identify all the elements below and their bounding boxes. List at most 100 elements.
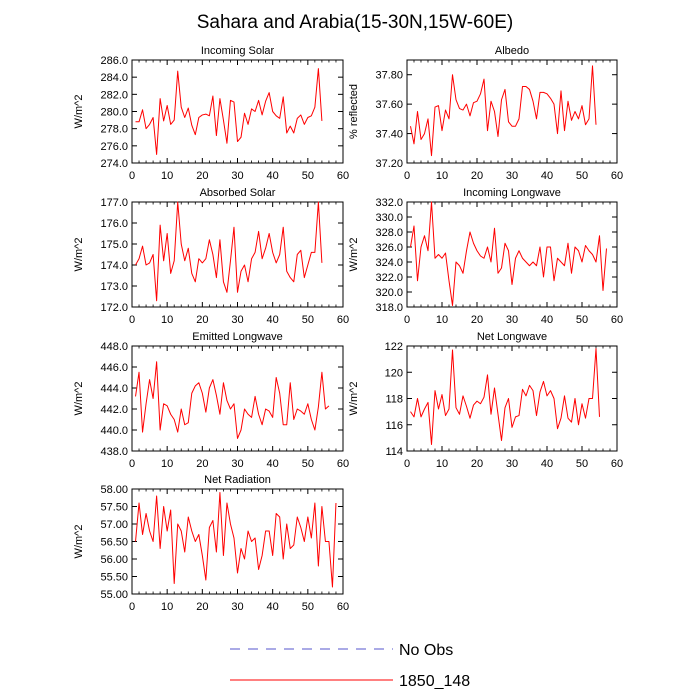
x-tick-label: 60 (337, 601, 349, 613)
plot-frame (406, 59, 618, 164)
y-tick-label: 176.0 (100, 218, 128, 230)
y-tick-label: 173.0 (100, 281, 128, 293)
x-tick-label: 0 (129, 458, 135, 470)
panel-incoming-longwave: Incoming Longwave W/m^2 0 10 20 30 40 50 60 318.0… (348, 187, 623, 326)
y-tick-label: 55.50 (100, 572, 128, 584)
y-axis-label: W/m^2 (73, 95, 85, 129)
y-tick-label: 276.0 (100, 141, 128, 153)
y-tick-label: 177.0 (100, 197, 128, 209)
panel-title: Absorbed Solar (200, 187, 276, 199)
x-tick-label: 20 (196, 458, 208, 470)
y-tick-label: 274.0 (100, 158, 128, 170)
x-tick-label: 50 (302, 601, 314, 613)
y-axis-label: W/m^2 (73, 382, 85, 416)
panel-title: Net Radiation (204, 474, 271, 486)
y-axis-label: % reflected (348, 84, 360, 139)
x-tick-label: 50 (576, 314, 588, 326)
x-tick-label: 0 (129, 601, 135, 613)
panel-title: Net Longwave (477, 331, 547, 343)
y-axis-label: W/m^2 (348, 382, 360, 416)
y-tick-label: 122 (385, 341, 403, 353)
x-tick-label: 60 (611, 314, 623, 326)
panel-absorbed-solar: Absorbed Solar W/m^2 0 10 20 30 40 50 60 172.0 173… (73, 187, 349, 326)
x-tick-label: 0 (404, 314, 410, 326)
panel-albedo: Albedo % reflected 0 10 20 30 40 50 60 37.20 37.40… (348, 45, 623, 182)
y-tick-label: 37.20 (375, 158, 403, 170)
panels: Incoming Solar W/m^2 0 10 20 30 40 50 60 274.0 276… (73, 45, 623, 613)
x-tick-label: 40 (541, 314, 553, 326)
series-line-1850-148 (135, 68, 323, 155)
x-tick-label: 10 (161, 458, 173, 470)
panel-net-radiation: Net Radiation W/m^2 0 10 20 30 40 50 60 55.00 55.5… (73, 474, 349, 613)
x-tick-label: 30 (506, 314, 518, 326)
y-tick-label: 446.0 (100, 362, 128, 374)
plot-frame (131, 59, 344, 164)
x-tick-label: 20 (196, 314, 208, 326)
y-axis-label: W/m^2 (348, 238, 360, 272)
x-tick-label: 40 (267, 601, 279, 613)
y-tick-label: 37.40 (375, 129, 403, 141)
x-tick-label: 10 (436, 170, 448, 182)
x-tick-label: 50 (576, 170, 588, 182)
x-tick-label: 40 (267, 314, 279, 326)
x-tick-label: 60 (611, 458, 623, 470)
y-tick-label: 318.0 (375, 302, 403, 314)
x-tick-label: 40 (267, 170, 279, 182)
x-tick-label: 30 (506, 458, 518, 470)
x-tick-label: 50 (302, 458, 314, 470)
x-tick-label: 60 (337, 170, 349, 182)
panel-title: Incoming Solar (201, 45, 275, 57)
y-tick-label: 174.0 (100, 260, 128, 272)
x-tick-label: 50 (302, 314, 314, 326)
y-tick-label: 37.60 (375, 99, 403, 111)
y-tick-label: 280.0 (100, 107, 128, 119)
x-tick-label: 40 (267, 458, 279, 470)
x-tick-label: 10 (161, 601, 173, 613)
x-tick-label: 0 (404, 170, 410, 182)
y-axis-label: W/m^2 (73, 525, 85, 559)
series-line-1850-148 (410, 65, 597, 157)
panel-emitted-longwave: Emitted Longwave W/m^2 0 10 20 30 40 50 60 438.0 4… (73, 331, 349, 470)
y-tick-label: 448.0 (100, 341, 128, 353)
legend: No Obs 1850_148 (230, 642, 470, 690)
y-tick-label: 322.0 (375, 272, 403, 284)
panel-title: Emitted Longwave (192, 331, 283, 343)
y-tick-label: 118 (385, 394, 403, 406)
x-tick-label: 30 (231, 601, 243, 613)
y-tick-label: 58.00 (100, 484, 128, 496)
y-axis-label: W/m^2 (73, 238, 85, 272)
x-tick-label: 10 (161, 314, 173, 326)
plot-frame (406, 345, 618, 452)
y-tick-label: 444.0 (100, 383, 128, 395)
x-tick-label: 0 (129, 170, 135, 182)
y-tick-label: 57.50 (100, 502, 128, 514)
panel-incoming-solar: Incoming Solar W/m^2 0 10 20 30 40 50 60 274.0 276… (73, 45, 349, 182)
x-tick-label: 30 (231, 458, 243, 470)
x-tick-label: 10 (436, 458, 448, 470)
y-tick-label: 330.0 (375, 212, 403, 224)
y-tick-label: 320.0 (375, 287, 403, 299)
x-tick-label: 20 (471, 458, 483, 470)
x-tick-label: 60 (611, 170, 623, 182)
y-tick-label: 332.0 (375, 197, 403, 209)
series-line-1850-148 (410, 201, 607, 306)
y-tick-label: 284.0 (100, 72, 128, 84)
x-tick-label: 50 (302, 170, 314, 182)
x-tick-label: 50 (576, 458, 588, 470)
x-tick-label: 30 (231, 314, 243, 326)
x-tick-label: 40 (541, 170, 553, 182)
y-tick-label: 324.0 (375, 257, 403, 269)
y-tick-label: 175.0 (100, 239, 128, 251)
x-tick-label: 60 (337, 314, 349, 326)
y-tick-label: 282.0 (100, 89, 128, 101)
y-tick-label: 286.0 (100, 55, 128, 67)
legend-label-no-obs: No Obs (399, 642, 453, 659)
series-line-1850-148 (135, 492, 337, 588)
y-tick-label: 172.0 (100, 302, 128, 314)
y-tick-label: 114 (385, 446, 403, 458)
y-tick-label: 55.00 (100, 589, 128, 601)
x-tick-label: 0 (404, 458, 410, 470)
series-line-1850-148 (135, 201, 323, 302)
panel-net-longwave: Net Longwave W/m^2 0 10 20 30 40 50 60 114 116 118 1… (348, 331, 623, 470)
figure-title: Sahara and Arabia(15-30N,15W-60E) (197, 12, 514, 33)
